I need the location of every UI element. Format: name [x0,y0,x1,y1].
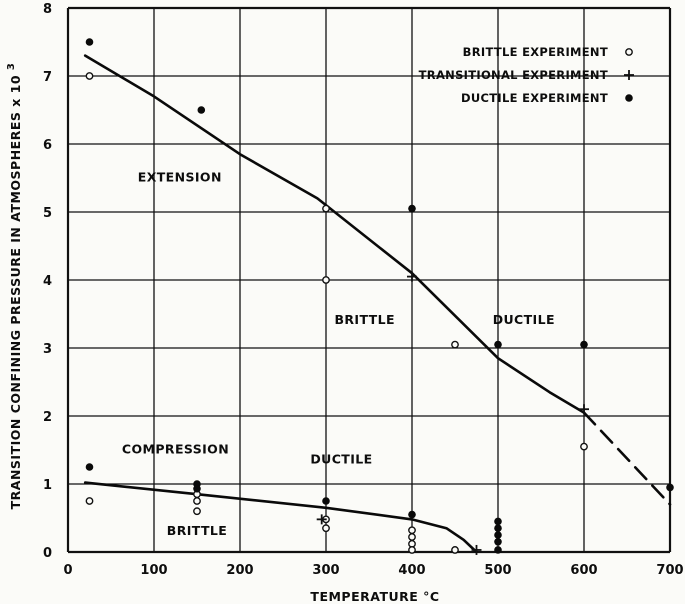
region-annotations: EXTENSION BRITTLE DUCTILE COMPRESSION DUCTIL… [122,169,555,538]
data-point-open-circle [408,546,416,554]
y-tick-label: 7 [43,70,52,85]
y-axis-label: TRANSITION CONFINING PRESSURE IN ATMOSPH… [6,63,23,510]
data-point-filled-circle [494,546,502,554]
y-tick-label: 1 [43,478,52,493]
y-tick-label: 5 [43,206,52,221]
y-tick-label: 2 [43,410,52,425]
data-point-filled-circle [197,106,206,114]
data-point-plus [579,404,589,415]
legend-marker-plus [624,70,634,80]
extension-boundary-extrapolated-curve [582,411,672,506]
x-axis-label: TEMPERATURE °C [310,589,439,604]
data-point-open-circle [85,497,94,505]
data-point-plus [407,271,417,282]
data-point-open-circle [408,526,416,535]
data-point-filled-circle [408,510,416,519]
extension-boundary-curve [83,54,586,414]
data-point-filled-circle [494,524,502,532]
data-point-filled-circle [494,517,502,526]
x-tick-label: 700 [656,563,683,578]
x-tick-label: 500 [484,563,511,578]
y-tick-label: 4 [43,274,52,289]
x-tick-label: 400 [398,563,425,578]
y-tick-label: 8 [43,2,52,17]
tick-labels: 0 100 200 300 400 500 600 700 0 1 2 3 4 5 6 7 8 [43,2,684,578]
data-point-filled-circle [193,484,201,493]
data-point-open-circle [451,546,459,554]
boundary-curves [83,54,672,554]
data-point-filled-circle [408,204,416,213]
x-tick-label: 100 [140,563,167,578]
data-point-plus [471,544,482,555]
data-point-open-circle [322,276,330,284]
region-label: BRITTLE [334,312,394,327]
region-label: COMPRESSION [122,441,229,456]
data-points [85,38,674,555]
data-point-filled-circle [666,483,674,492]
region-label: EXTENSION [138,169,222,184]
data-point-filled-circle [494,340,502,349]
legend-label: BRITTLE EXPERIMENT [463,45,608,59]
region-label: BRITTLE [167,523,227,538]
y-tick-label: 3 [43,342,52,357]
data-point-filled-circle [85,38,94,46]
grid-lines [66,6,672,554]
y-axis-label-exponent: 3 [6,63,17,70]
data-point-open-circle [408,533,416,541]
legend: BRITTLE EXPERIMENT TRANSITIONAL EXPERIMEN… [419,45,634,105]
region-label: DUCTILE [310,452,372,467]
data-point-open-circle [193,507,201,516]
x-tick-label: 300 [312,563,339,578]
data-point-open-circle [451,340,459,349]
y-tick-label: 6 [43,138,52,153]
x-tick-label: 0 [63,563,72,578]
data-point-plus [316,514,327,525]
y-tick-label: 0 [43,546,52,561]
data-point-open-circle [322,524,330,533]
data-point-open-circle [580,442,588,451]
region-label: DUCTILE [493,312,555,327]
data-point-filled-circle [85,463,94,471]
x-tick-label: 200 [226,563,253,578]
data-point-open-circle [322,204,330,213]
data-point-open-circle [193,497,201,505]
legend-marker-filled-circle [625,94,633,102]
legend-label: DUCTILE EXPERIMENT [461,91,608,105]
data-point-filled-circle [580,340,588,349]
x-tick-label: 600 [570,563,597,578]
data-point-filled-circle [494,531,502,539]
data-point-open-circle [85,72,94,80]
legend-marker-open-circle [625,48,633,56]
data-point-filled-circle [322,497,330,505]
y-axis-label-text: TRANSITION CONFINING PRESSURE IN ATMOSPH… [6,63,23,510]
data-point-filled-circle [494,538,502,546]
y-axis-label-main: TRANSITION CONFINING PRESSURE IN ATMOSPH… [8,75,23,509]
compression-boundary-curve [83,481,478,554]
legend-label: TRANSITIONAL EXPERIMENT [419,68,608,82]
